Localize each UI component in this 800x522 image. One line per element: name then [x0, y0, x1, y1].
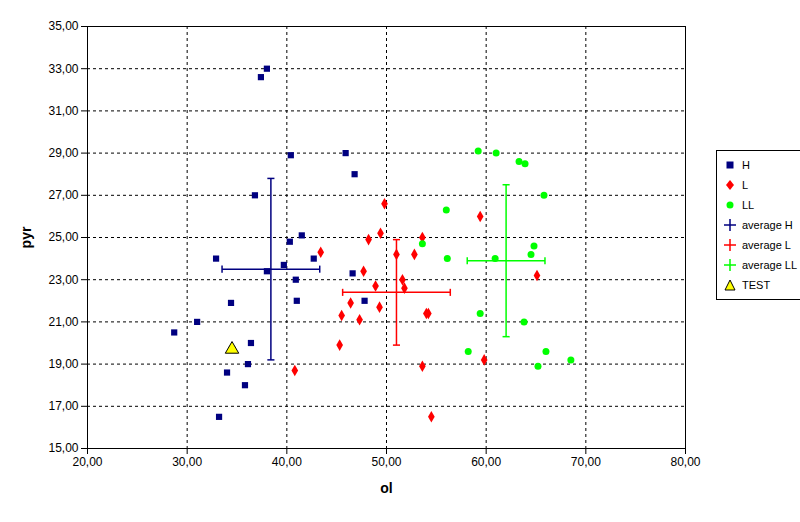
svg-text:60,00: 60,00: [471, 455, 501, 469]
svg-text:33,00: 33,00: [48, 62, 78, 76]
svg-text:70,00: 70,00: [571, 455, 601, 469]
html-text:L: L: [742, 179, 749, 191]
svg-text:19,00: 19,00: [48, 357, 78, 371]
svg-text:pyr: pyr: [18, 226, 34, 248]
html-text:LL: LL: [742, 199, 755, 211]
svg-text:50,00: 50,00: [371, 455, 401, 469]
svg-text:17,00: 17,00: [48, 399, 78, 413]
svg-text:20,00: 20,00: [72, 455, 102, 469]
svg-text:27,00: 27,00: [48, 188, 78, 202]
svg-text:40,00: 40,00: [272, 455, 302, 469]
html-text:average L: average L: [742, 239, 791, 251]
svg-text:31,00: 31,00: [48, 104, 78, 118]
svg-text:ol: ol: [380, 480, 392, 496]
html-text:H: H: [742, 159, 750, 171]
svg-text:29,00: 29,00: [48, 146, 78, 160]
html-text:average LL: average LL: [742, 259, 797, 271]
svg-text:15,00: 15,00: [48, 441, 78, 455]
html-text:TEST: TEST: [742, 279, 771, 291]
svg-text:21,00: 21,00: [48, 315, 78, 329]
svg-text:80,00: 80,00: [670, 455, 700, 469]
html-text:average H: average H: [742, 219, 793, 231]
svg-text:30,00: 30,00: [172, 455, 202, 469]
svg-text:23,00: 23,00: [48, 273, 78, 287]
svg-text:35,00: 35,00: [48, 19, 78, 33]
svg-text:25,00: 25,00: [48, 230, 78, 244]
